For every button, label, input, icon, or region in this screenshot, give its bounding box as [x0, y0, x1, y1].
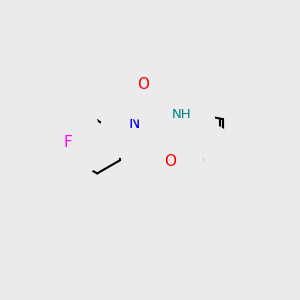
Text: F: F	[64, 135, 73, 150]
Text: S: S	[195, 151, 205, 166]
Text: O: O	[137, 77, 149, 92]
Text: N: N	[128, 116, 140, 131]
Text: NH: NH	[172, 108, 191, 121]
Text: O: O	[164, 154, 176, 169]
